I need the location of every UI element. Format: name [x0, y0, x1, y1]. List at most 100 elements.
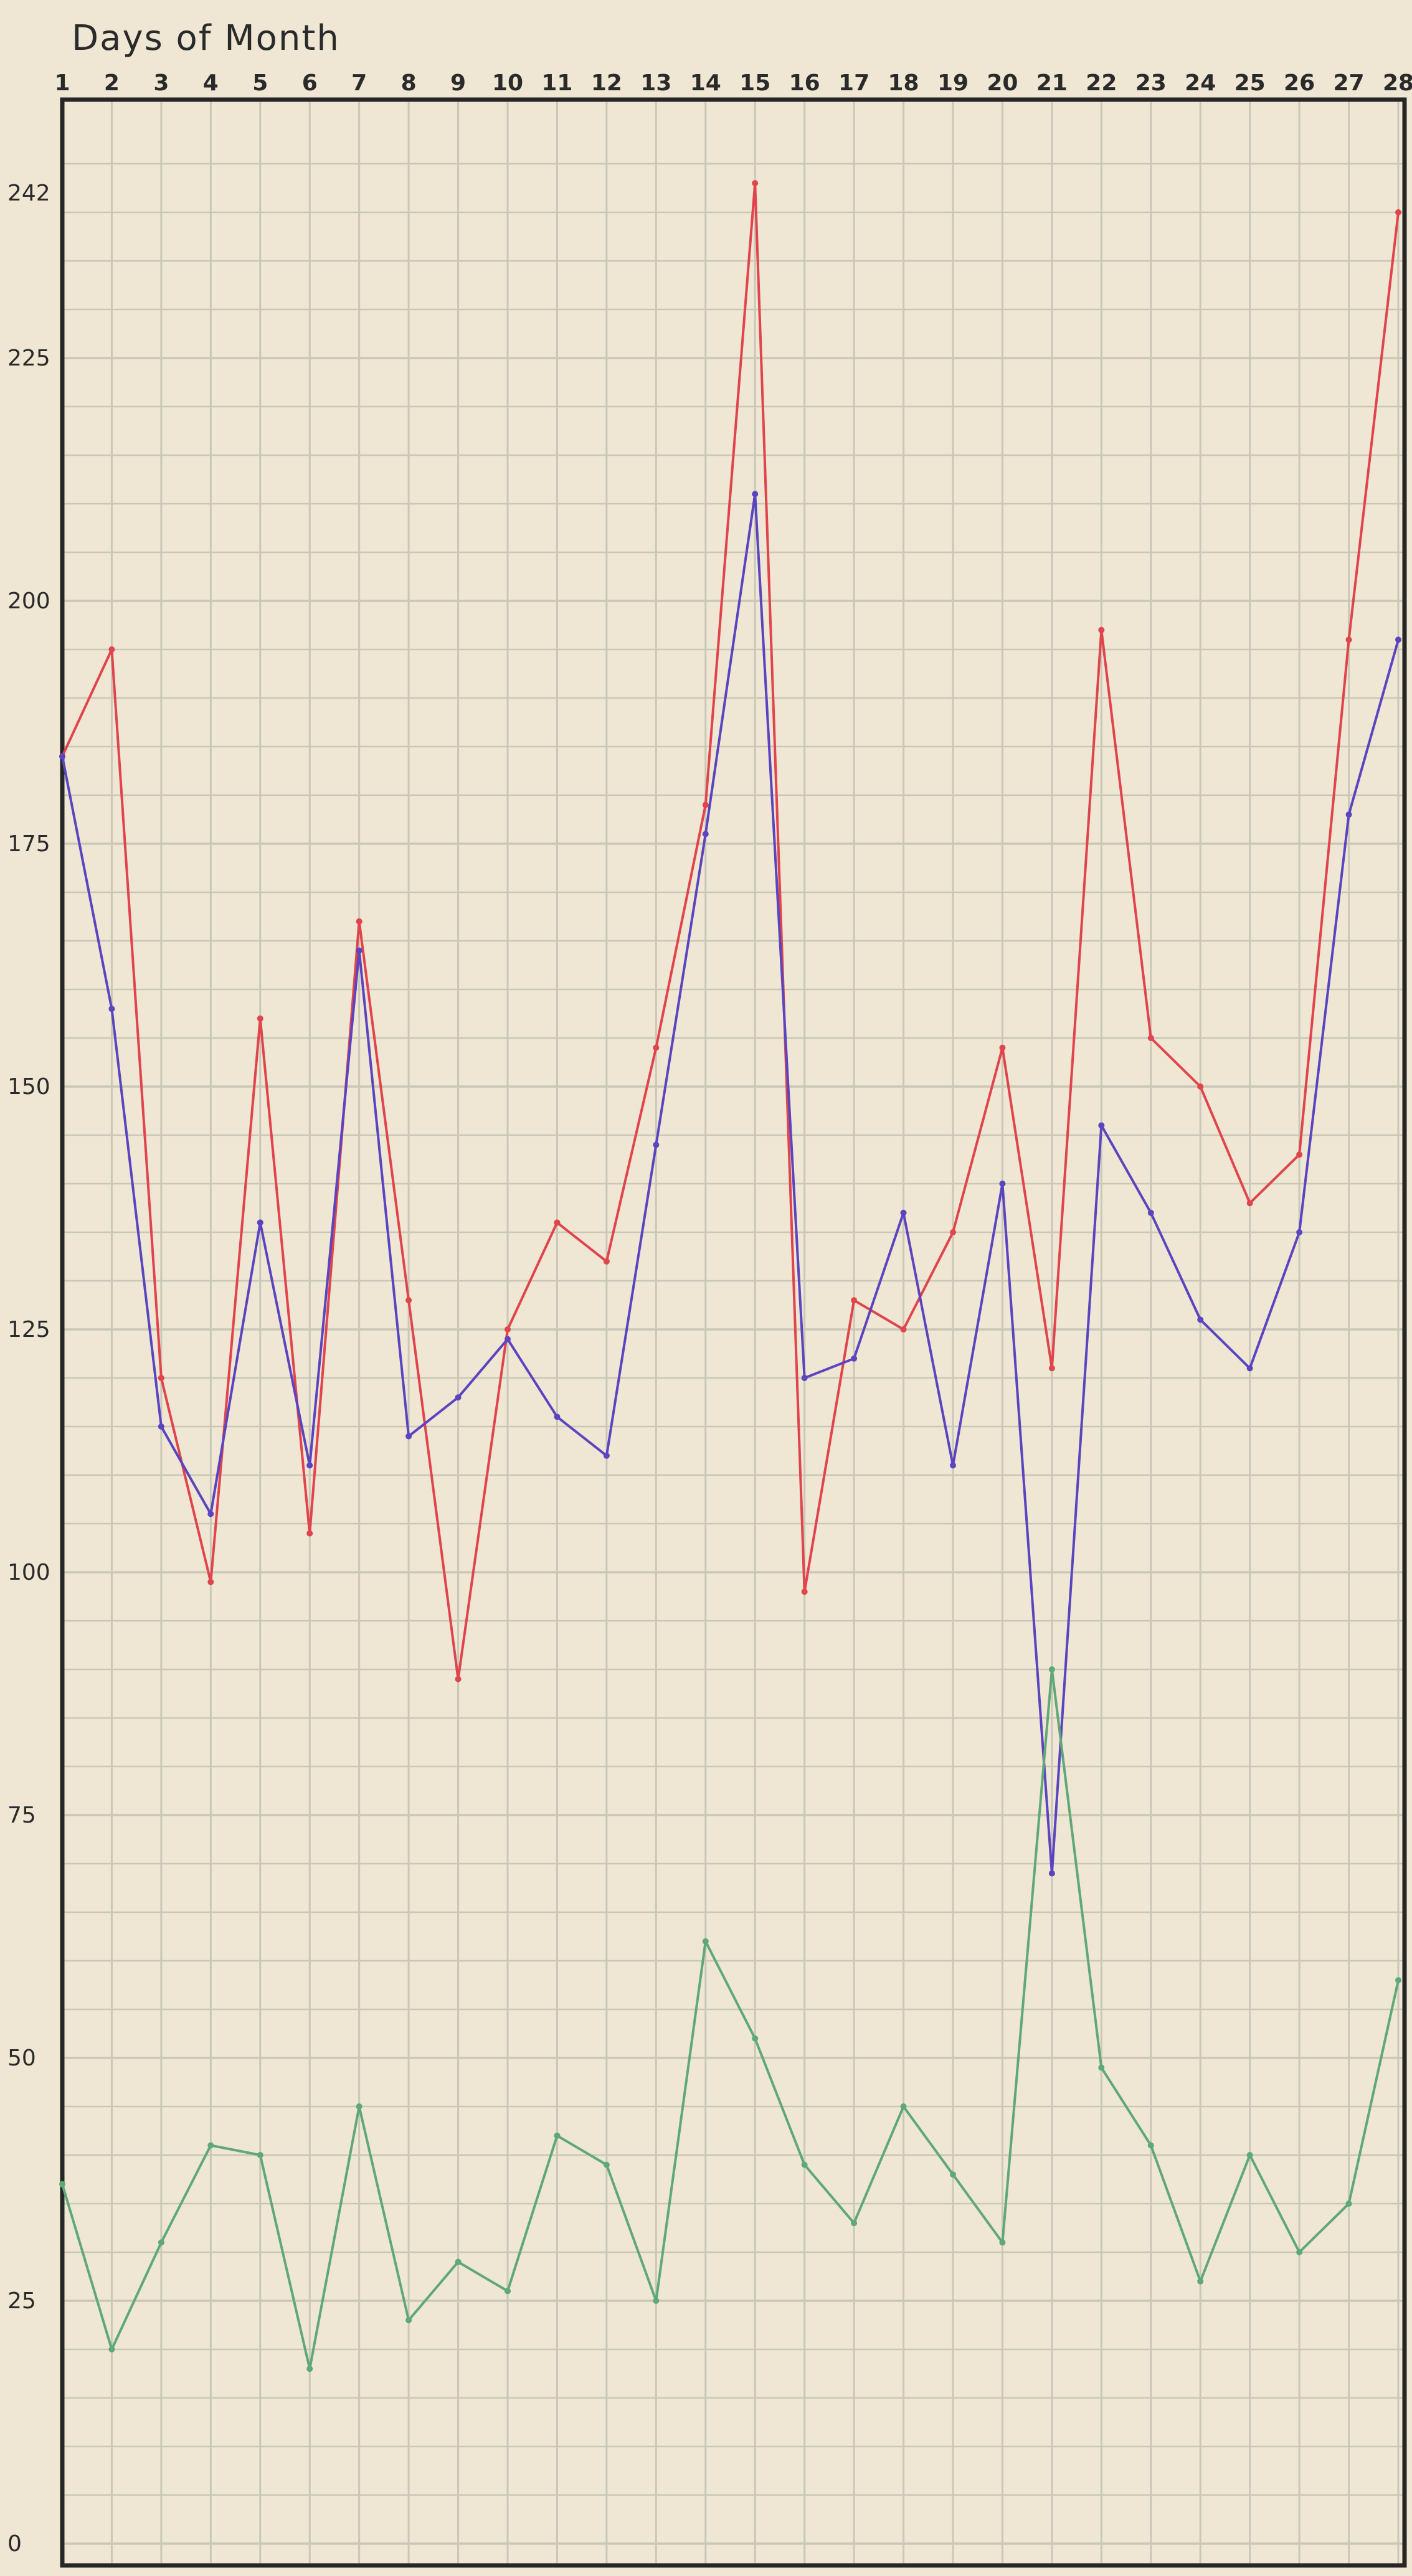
y-tick-label: 175 — [7, 831, 50, 857]
data-point — [1048, 1365, 1055, 1372]
series-1 — [59, 180, 1401, 1682]
x-tick-label: 25 — [1234, 70, 1266, 96]
data-point — [1197, 1316, 1204, 1323]
data-point — [702, 1938, 709, 1945]
data-point — [1296, 1151, 1303, 1158]
x-tick-label: 6 — [302, 70, 318, 96]
data-point — [554, 1219, 561, 1226]
y-tick-label: 25 — [7, 2288, 36, 2314]
data-point — [1345, 2201, 1352, 2207]
data-point — [158, 2239, 164, 2246]
data-point — [653, 2298, 660, 2304]
data-point — [1345, 636, 1352, 643]
data-point — [1296, 1229, 1303, 1235]
x-tick-label: 9 — [450, 70, 466, 96]
data-point — [405, 1297, 412, 1304]
x-tick-label: 13 — [640, 70, 671, 96]
data-point — [1147, 1035, 1154, 1041]
data-point — [455, 1676, 462, 1682]
data-point — [505, 2288, 511, 2295]
data-point — [752, 491, 759, 498]
x-tick-label: 1 — [54, 70, 70, 96]
data-point — [306, 1530, 313, 1537]
data-point — [158, 1423, 164, 1430]
chart-title: Days of Month — [72, 18, 340, 59]
x-tick-label: 14 — [690, 70, 721, 96]
data-point — [1098, 2064, 1105, 2071]
x-tick-label: 17 — [838, 70, 869, 96]
data-point — [999, 1181, 1006, 1187]
data-point — [554, 1413, 561, 1420]
data-point — [59, 753, 65, 760]
y-tick-label: 125 — [7, 1317, 50, 1342]
data-point — [1296, 2249, 1303, 2255]
data-point — [207, 1578, 214, 1585]
x-tick-label: 5 — [252, 70, 268, 96]
y-tick-label: 100 — [7, 1560, 50, 1585]
data-point — [603, 1258, 610, 1265]
y-tick-label: 200 — [7, 588, 50, 614]
data-point — [702, 801, 709, 808]
data-point — [1048, 1870, 1055, 1877]
data-point — [405, 1433, 412, 1440]
data-point — [999, 2239, 1006, 2246]
series-2 — [59, 491, 1401, 1877]
data-point — [257, 1015, 263, 1022]
x-tick-label: 10 — [492, 70, 523, 96]
data-point — [801, 2161, 808, 2168]
data-point — [801, 1588, 808, 1595]
data-point — [851, 1297, 858, 1304]
y-tick-label: 242 — [7, 181, 50, 206]
data-point — [752, 2035, 759, 2042]
y-tick-label: 75 — [7, 1803, 36, 1828]
x-tick-label: 18 — [888, 70, 919, 96]
data-point — [1395, 1977, 1401, 1984]
data-point — [900, 1209, 907, 1216]
data-point — [1345, 811, 1352, 818]
data-point — [801, 1375, 808, 1381]
data-point — [1098, 626, 1105, 633]
y-tick-label: 0 — [7, 2531, 22, 2557]
data-point — [257, 2152, 263, 2158]
data-point — [950, 2171, 956, 2178]
data-point — [1098, 1122, 1105, 1129]
data-point — [554, 2132, 561, 2139]
x-tick-label: 20 — [987, 70, 1018, 96]
data-point — [455, 1394, 462, 1401]
data-point — [653, 1044, 660, 1051]
y-tick-label: 50 — [7, 2045, 36, 2071]
data-point — [207, 1511, 214, 1517]
data-point — [1197, 1083, 1204, 1090]
x-tick-label: 27 — [1334, 70, 1365, 96]
x-tick-label: 19 — [937, 70, 969, 96]
data-point — [653, 1141, 660, 1148]
series-line — [61, 182, 1400, 1681]
data-point — [505, 1336, 511, 1342]
data-point — [455, 2258, 462, 2265]
data-point — [405, 2317, 412, 2324]
data-point — [356, 947, 362, 954]
y-axis-ticks: 0 25 50 75 100 125 150 175 200 225 242 — [7, 181, 50, 2557]
series-3 — [59, 1666, 1401, 2372]
data-point — [900, 2103, 907, 2110]
data-point — [1246, 1200, 1253, 1207]
data-point — [1246, 1365, 1253, 1372]
x-axis-ticks: 1 2 3 4 5 6 7 8 9 10 11 12 13 14 15 16 17 18 19 20 21 22 23 24 2… — [54, 70, 1412, 96]
data-point — [1246, 2152, 1253, 2158]
data-point — [950, 1462, 956, 1469]
x-tick-label: 15 — [739, 70, 770, 96]
x-tick-label: 22 — [1086, 70, 1117, 96]
data-point — [851, 1355, 858, 1362]
data-point — [1147, 1209, 1154, 1216]
series-line — [61, 493, 1400, 1875]
x-tick-label: 21 — [1036, 70, 1068, 96]
x-tick-label: 26 — [1284, 70, 1315, 96]
x-tick-label: 12 — [591, 70, 622, 96]
data-point — [356, 918, 362, 925]
data-point — [59, 2181, 65, 2187]
x-tick-label: 16 — [789, 70, 820, 96]
data-point — [158, 1375, 164, 1381]
data-point — [1197, 2278, 1204, 2285]
